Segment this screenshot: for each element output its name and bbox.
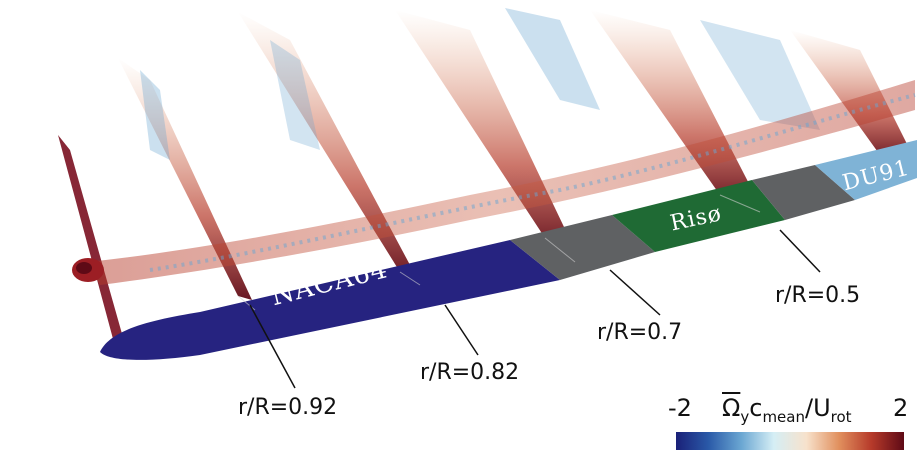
section-label-05: r/R=0.5: [775, 283, 861, 308]
colorbar-title-omega: Ω: [722, 394, 741, 422]
leader-lines: [249, 229, 821, 389]
leader-05: [779, 229, 821, 273]
section-label-082: r/R=0.82: [420, 360, 520, 385]
leader-082: [444, 304, 479, 356]
leader-07: [609, 269, 661, 316]
slice-082: [238, 12, 418, 280]
blade-segment-transition-2: [752, 165, 855, 220]
colorbar-title-c: c: [749, 394, 763, 422]
blade-segment-riso: [612, 180, 785, 252]
colorbar-title-sub-rot: rot: [830, 408, 852, 426]
blade-segment-naca64: [100, 240, 560, 360]
blade-segment-transition-1: [510, 215, 655, 280]
slice-092: [118, 58, 252, 300]
slice-root: [790, 30, 915, 160]
colorbar-gradient: [676, 432, 904, 450]
blade: [100, 140, 917, 360]
colorbar-title-sub-mean: mean: [762, 408, 805, 426]
section-label-07: r/R=0.7: [597, 320, 683, 345]
colorbar-max-label: 2: [893, 394, 909, 422]
leader-092: [249, 304, 296, 389]
slice-tip: [58, 135, 128, 355]
section-label-092: r/R=0.92: [238, 395, 338, 420]
blade-segment-du91: [815, 140, 917, 200]
colorbar-title: Ωycmean/Urot: [722, 394, 852, 426]
colorbar-title-sub-y: y: [740, 408, 750, 426]
tip-vortex-wake: [72, 80, 916, 285]
colorbar-title-slash-u: /U: [804, 394, 831, 422]
colorbar-min-label: -2: [668, 394, 692, 422]
